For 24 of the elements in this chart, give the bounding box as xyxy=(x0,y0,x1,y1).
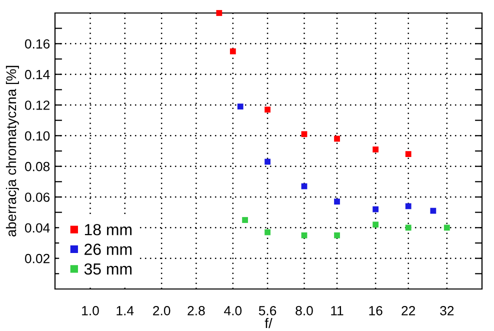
legend-label: 26 mm xyxy=(84,244,132,255)
y-tick-label: 0.16 xyxy=(24,39,50,49)
x-axis-title: f/ xyxy=(264,318,272,328)
y-tick-label: 0.10 xyxy=(24,131,50,141)
x-tick-label: 2.8 xyxy=(188,306,205,316)
x-tick-label: 22 xyxy=(402,306,416,316)
x-tick-label: 4.0 xyxy=(224,306,242,316)
y-tick-label: 0.06 xyxy=(24,192,50,202)
x-tick-label: 2.0 xyxy=(153,306,170,316)
y-tick-label: 0.12 xyxy=(24,100,50,110)
x-tick-label: 5.6 xyxy=(258,306,276,316)
y-tick-label: 0.14 xyxy=(24,70,50,80)
x-tick-label: 1.4 xyxy=(116,306,134,316)
x-tick-label: 16 xyxy=(369,306,382,316)
legend-label: 18 mm xyxy=(84,224,132,236)
x-tick-label: 1.0 xyxy=(82,306,99,316)
y-axis-title: aberracja chromatyczna [%] xyxy=(6,66,19,236)
y-tick-label: 0.04 xyxy=(24,223,50,233)
y-tick-label: 0.08 xyxy=(24,162,50,172)
legend-label: 35 mm xyxy=(84,263,132,275)
x-tick-label: 8.0 xyxy=(296,306,313,316)
y-tick-label: 0.02 xyxy=(24,254,50,264)
x-tick-label: 11 xyxy=(331,306,344,316)
x-tick-label: 32 xyxy=(440,306,454,316)
